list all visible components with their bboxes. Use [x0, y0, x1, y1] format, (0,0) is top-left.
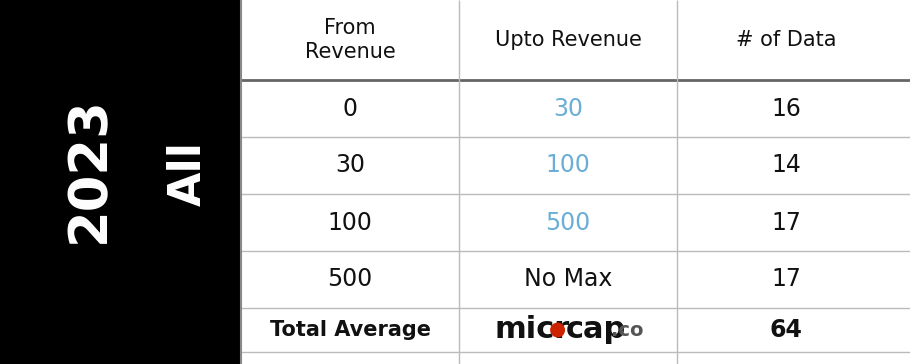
- Text: 14: 14: [771, 154, 801, 178]
- Text: 2023: 2023: [63, 96, 116, 244]
- Text: From
Revenue: From Revenue: [305, 19, 395, 62]
- Text: 500: 500: [545, 210, 591, 234]
- Text: .co: .co: [611, 320, 643, 340]
- Text: 17: 17: [771, 210, 801, 234]
- Text: 16: 16: [771, 96, 801, 120]
- Text: All: All: [167, 142, 209, 206]
- Circle shape: [551, 323, 564, 337]
- Text: # of Data: # of Data: [736, 30, 836, 50]
- Text: micr: micr: [495, 316, 570, 344]
- Bar: [241, 0, 910, 364]
- Text: 500: 500: [328, 268, 372, 292]
- Bar: [0, 0, 241, 364]
- Text: 0: 0: [342, 96, 358, 120]
- Text: 30: 30: [553, 96, 583, 120]
- Text: Upto Revenue: Upto Revenue: [494, 30, 642, 50]
- Text: 100: 100: [546, 154, 591, 178]
- Text: 17: 17: [771, 268, 801, 292]
- Text: cap: cap: [565, 316, 625, 344]
- Text: 30: 30: [335, 154, 365, 178]
- Text: 64: 64: [770, 318, 803, 342]
- Text: Total Average: Total Average: [269, 320, 430, 340]
- Text: 100: 100: [328, 210, 372, 234]
- Text: No Max: No Max: [524, 268, 612, 292]
